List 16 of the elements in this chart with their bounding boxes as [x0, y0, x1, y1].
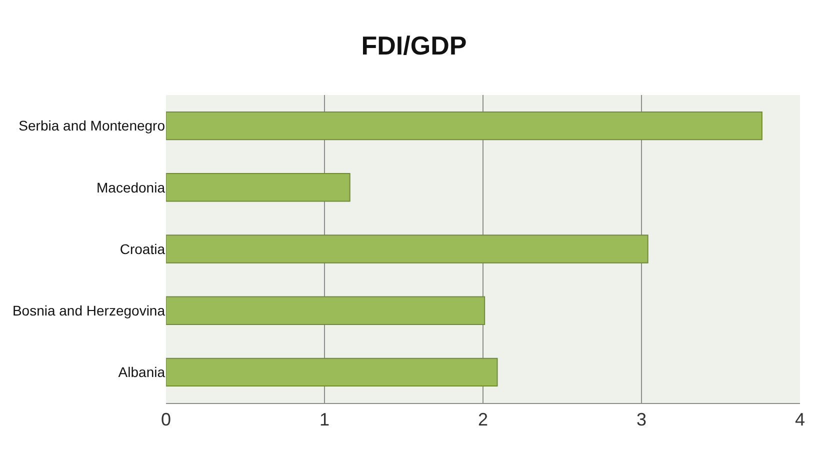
- bar: [166, 111, 762, 140]
- y-tick-label: Albania: [118, 364, 166, 380]
- bar: [166, 173, 350, 202]
- x-tick-label: 4: [794, 410, 806, 430]
- y-tick-label: Bosnia and Herzegovina: [12, 302, 166, 318]
- x-tick-label: 1: [319, 410, 330, 430]
- bar: [166, 358, 498, 387]
- chart-title: FDI/GDP: [361, 30, 467, 60]
- y-tick-label: Serbia and Montenegro: [18, 118, 166, 134]
- bar: [166, 234, 648, 264]
- bar: [166, 296, 486, 325]
- y-tick-label: Croatia: [120, 240, 166, 257]
- x-tick-label: 2: [478, 410, 488, 430]
- x-tick-label: 0: [160, 410, 172, 430]
- x-tick-label: 3: [636, 410, 647, 430]
- y-tick-label: Macedonia: [96, 179, 166, 196]
